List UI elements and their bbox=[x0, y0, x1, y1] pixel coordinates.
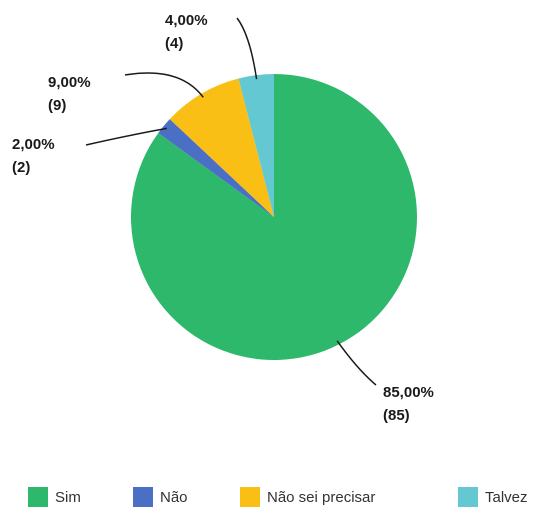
count-label: (85) bbox=[383, 407, 410, 424]
legend-label: Sim bbox=[55, 489, 81, 506]
pie-slice bbox=[158, 119, 274, 217]
leader-line bbox=[85, 127, 168, 146]
legend-swatch bbox=[28, 487, 48, 507]
data-label: 9,00% bbox=[48, 74, 91, 91]
count-label: (2) bbox=[12, 159, 30, 176]
legend-label: Não bbox=[160, 489, 188, 506]
legend-label: Não sei precisar bbox=[267, 489, 375, 506]
count-label: (4) bbox=[165, 35, 183, 52]
pie-slice bbox=[238, 74, 274, 217]
data-label: 4,00% bbox=[165, 12, 208, 29]
legend-swatch bbox=[133, 487, 153, 507]
pie-slice bbox=[131, 74, 418, 360]
count-label: (9) bbox=[48, 97, 66, 114]
leader-line bbox=[336, 340, 377, 386]
pie-slice bbox=[169, 78, 274, 217]
legend-swatch bbox=[458, 487, 478, 507]
data-label: 2,00% bbox=[12, 136, 55, 153]
legend-swatch bbox=[240, 487, 260, 507]
leader-line bbox=[124, 72, 204, 98]
data-label: 85,00% bbox=[383, 384, 434, 401]
leader-line bbox=[236, 17, 258, 80]
legend-label: Talvez bbox=[485, 489, 528, 506]
